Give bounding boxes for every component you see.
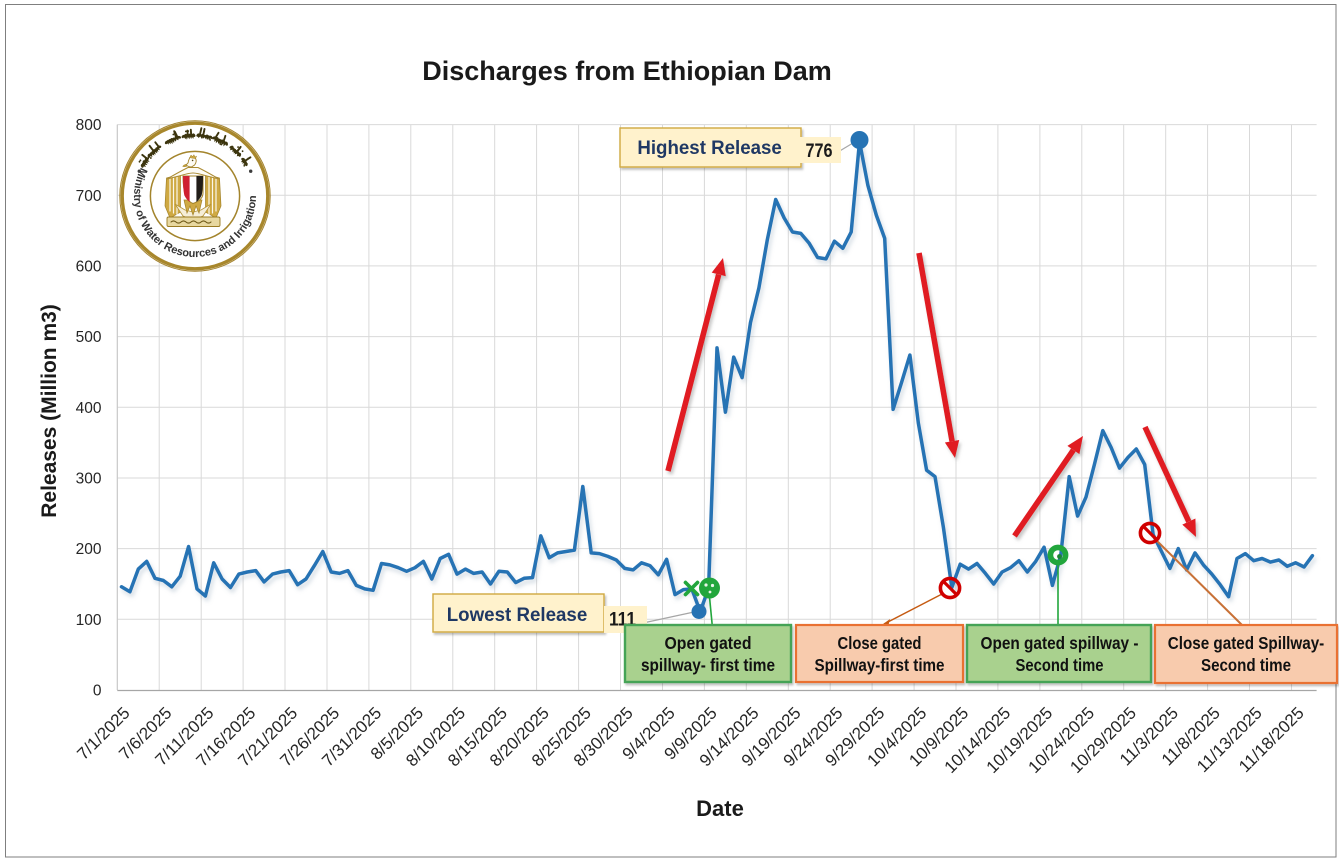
svg-text:M: M xyxy=(135,166,150,179)
svg-text:700: 700 xyxy=(76,188,102,205)
svg-text:i: i xyxy=(238,222,250,231)
svg-text:Discharges from Ethiopian Dam: Discharges from Ethiopian Dam xyxy=(422,56,832,86)
svg-text:o: o xyxy=(133,209,147,219)
svg-text:r: r xyxy=(236,224,249,235)
svg-text:n: n xyxy=(247,195,259,203)
svg-text:y: y xyxy=(131,201,144,210)
svg-text:i: i xyxy=(245,207,257,213)
svg-text:r: r xyxy=(234,227,246,238)
svg-text:r: r xyxy=(195,248,200,260)
svg-text:Spillway-first time: Spillway-first time xyxy=(815,655,945,675)
svg-text:i: i xyxy=(132,185,144,190)
svg-text:0: 0 xyxy=(93,683,102,700)
svg-text:spillway- first time: spillway- first time xyxy=(641,655,775,675)
svg-text:o: o xyxy=(181,247,190,260)
svg-text:s: s xyxy=(175,245,184,258)
svg-text:Open gated spillway -: Open gated spillway - xyxy=(981,633,1139,653)
svg-text:u: u xyxy=(188,248,195,260)
svg-text:Close gated: Close gated xyxy=(838,633,922,653)
svg-text:t: t xyxy=(131,194,143,198)
svg-text:s: s xyxy=(209,244,219,257)
svg-text:I: I xyxy=(232,230,243,240)
svg-text:a: a xyxy=(242,211,256,222)
svg-text:n: n xyxy=(132,178,145,188)
svg-text:e: e xyxy=(204,246,213,259)
svg-text:r: r xyxy=(156,237,167,250)
svg-text:776: 776 xyxy=(806,141,833,162)
svg-text:500: 500 xyxy=(76,329,102,346)
svg-text:f: f xyxy=(135,214,148,222)
svg-text:400: 400 xyxy=(76,400,102,417)
svg-text:Second time: Second time xyxy=(1201,655,1291,675)
svg-text:800: 800 xyxy=(76,117,102,134)
svg-text:100: 100 xyxy=(76,612,102,629)
svg-text:Date: Date xyxy=(696,796,744,821)
svg-text:r: r xyxy=(131,197,143,203)
svg-text:t: t xyxy=(148,231,159,242)
svg-text:c: c xyxy=(198,247,206,260)
svg-text:200: 200 xyxy=(76,541,102,558)
svg-text:600: 600 xyxy=(76,258,102,275)
svg-text:Lowest Release: Lowest Release xyxy=(447,605,588,626)
svg-text:g: g xyxy=(240,217,254,229)
svg-text:o: o xyxy=(246,201,259,210)
svg-text:Open gated: Open gated xyxy=(665,633,752,653)
svg-text:Highest Release: Highest Release xyxy=(637,138,782,159)
svg-text:s: s xyxy=(131,188,143,195)
svg-text:Releases (Million m3): Releases (Million m3) xyxy=(38,304,61,518)
svg-text:t: t xyxy=(244,209,257,216)
svg-text:Second time: Second time xyxy=(1016,655,1104,675)
svg-text:Close gated Spillway-: Close gated Spillway- xyxy=(1168,633,1325,653)
svg-text:e: e xyxy=(169,244,179,257)
svg-text:a: a xyxy=(216,240,228,254)
svg-text:300: 300 xyxy=(76,471,102,488)
svg-text:i: i xyxy=(134,175,146,182)
